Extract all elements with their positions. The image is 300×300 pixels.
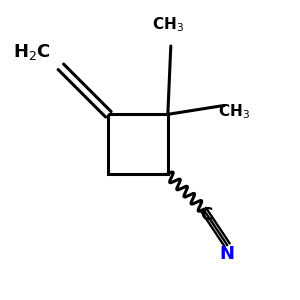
Text: H$_2$C: H$_2$C bbox=[13, 42, 51, 62]
Text: CH$_3$: CH$_3$ bbox=[218, 102, 250, 121]
Text: CH$_3$: CH$_3$ bbox=[152, 15, 184, 34]
Text: N: N bbox=[220, 245, 235, 263]
Text: C: C bbox=[200, 206, 213, 224]
